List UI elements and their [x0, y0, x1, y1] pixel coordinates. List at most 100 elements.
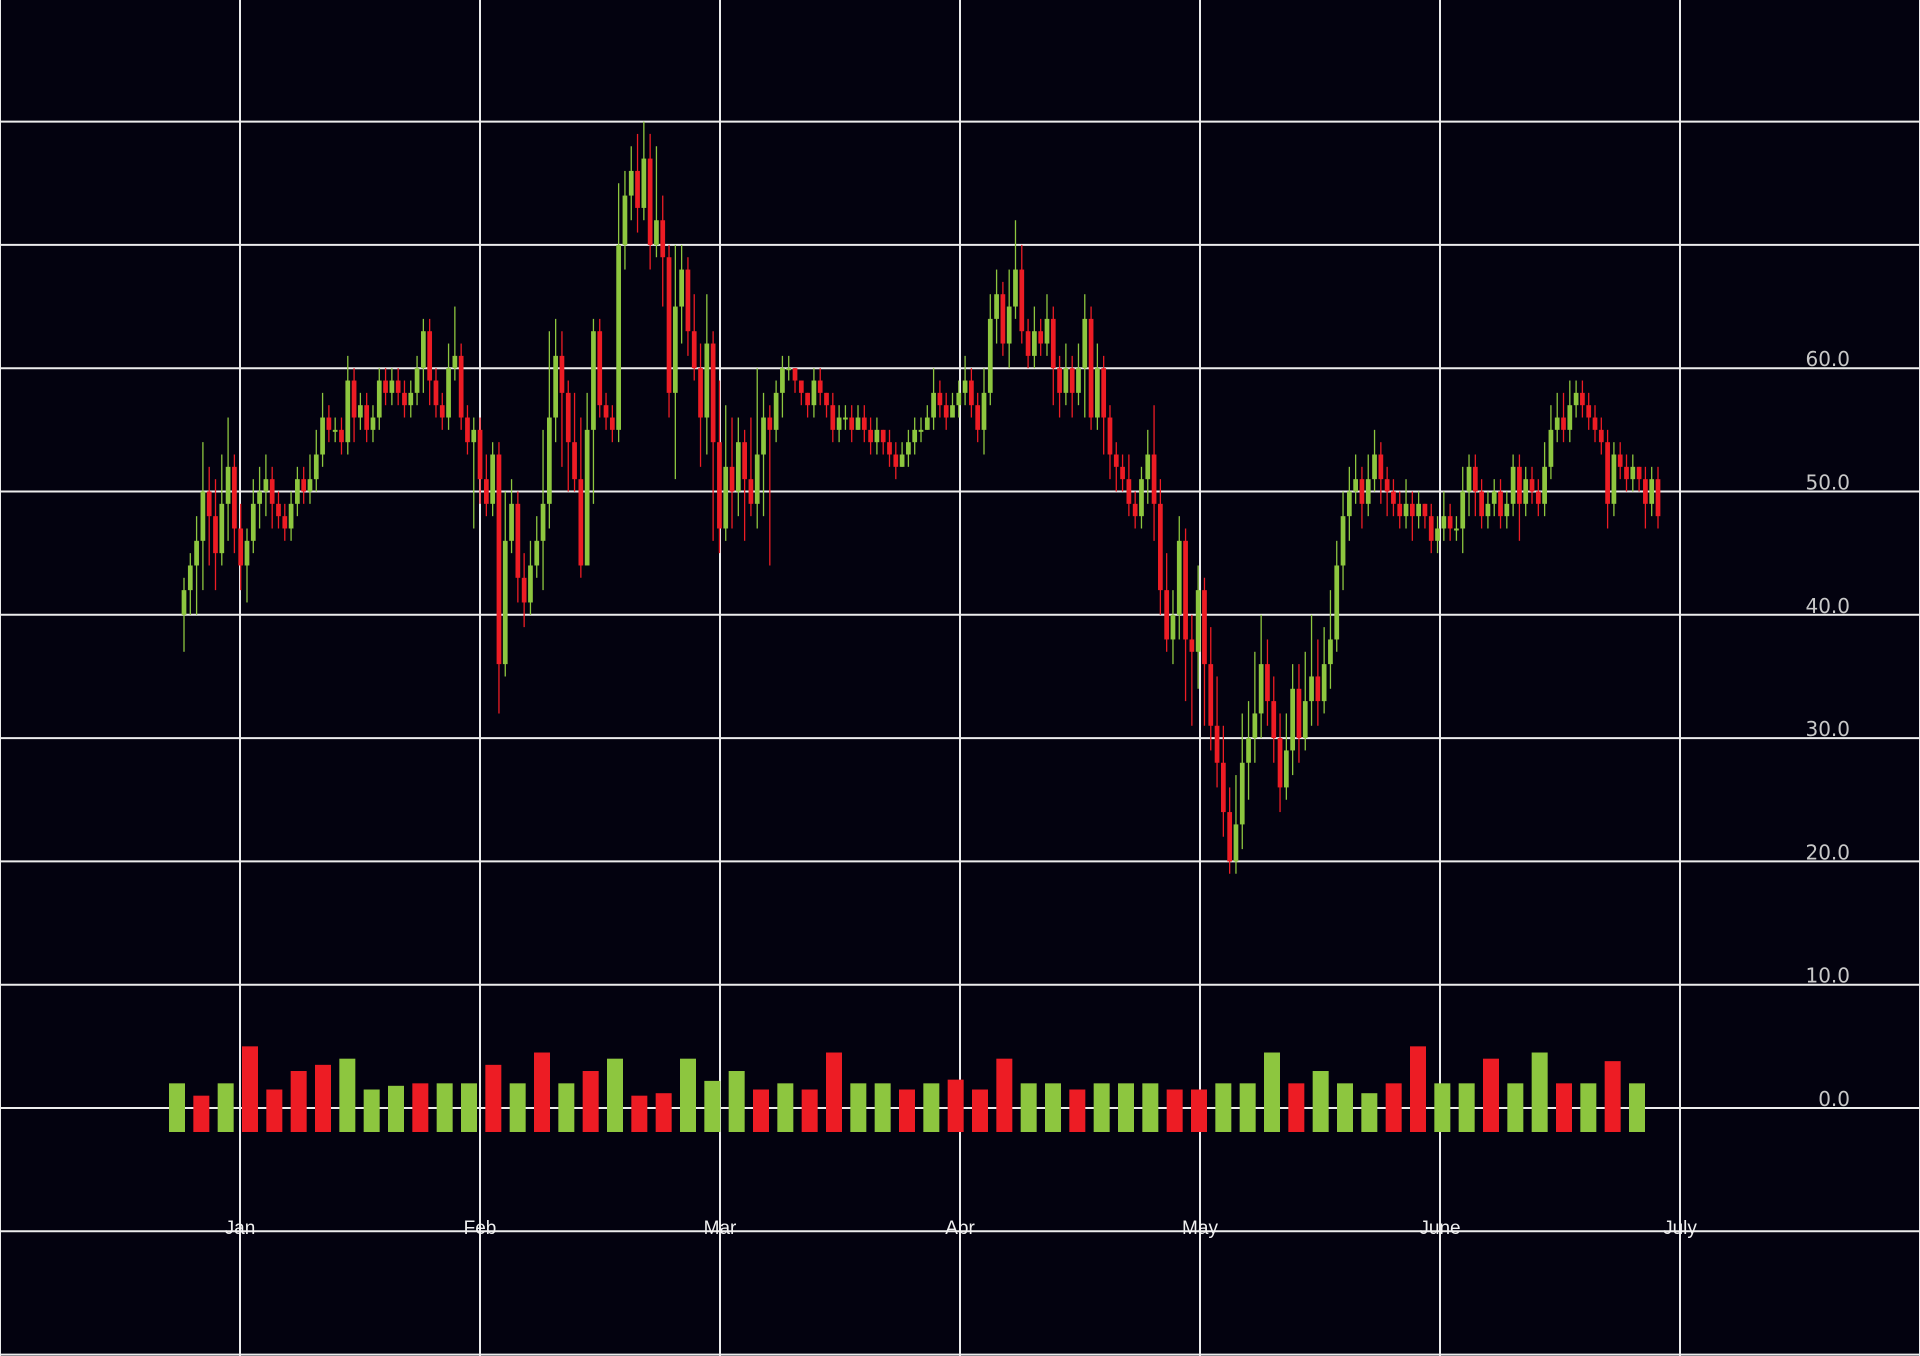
candle	[943, 392, 949, 430]
volume-bar	[363, 1089, 380, 1132]
candle	[408, 380, 414, 418]
candle-body	[238, 528, 244, 566]
candle-body	[1101, 368, 1107, 418]
volume-bar	[461, 1083, 477, 1132]
candle-body	[187, 565, 193, 591]
candles	[181, 121, 1661, 874]
candle	[1032, 306, 1037, 369]
candle-body	[1057, 368, 1062, 393]
candle	[326, 405, 332, 443]
candle	[213, 479, 218, 591]
candle-body	[956, 392, 962, 406]
candle	[1586, 392, 1592, 430]
candle-body	[1315, 676, 1321, 702]
candle-body	[1542, 466, 1547, 504]
y-tick-label: 40.0	[1805, 594, 1850, 618]
candle-body	[565, 392, 571, 443]
candle-body	[515, 503, 521, 578]
candle-body	[792, 368, 798, 381]
candle	[924, 405, 930, 430]
candle	[918, 417, 924, 443]
candle	[1189, 614, 1195, 726]
volume-bar	[582, 1071, 599, 1132]
candle	[704, 294, 710, 455]
candle	[1038, 318, 1044, 356]
volume-bar	[290, 1071, 307, 1132]
volume-bar	[923, 1083, 940, 1132]
candle	[572, 392, 577, 492]
volume-bar	[1312, 1071, 1329, 1132]
candle	[307, 454, 313, 504]
candle	[1258, 614, 1264, 739]
candle-body	[1586, 405, 1592, 418]
candle	[471, 417, 477, 529]
candle	[1246, 701, 1251, 800]
candle	[559, 331, 565, 467]
candle-body	[1025, 331, 1031, 356]
volume-bar	[169, 1083, 185, 1132]
candle-body	[408, 392, 414, 406]
candle-body	[861, 417, 867, 430]
candle	[1158, 479, 1163, 615]
candle-body	[603, 405, 609, 418]
candle-body	[358, 405, 363, 418]
candle	[950, 392, 955, 418]
candle-body	[969, 380, 974, 406]
candle-body	[1517, 466, 1522, 504]
candle	[672, 244, 678, 480]
candle-body	[1655, 479, 1661, 517]
candle	[855, 405, 861, 430]
candle-body	[647, 158, 653, 245]
candle-body	[395, 380, 401, 393]
candle-body	[924, 417, 930, 430]
candle	[597, 318, 603, 418]
candle	[767, 405, 773, 566]
candle	[490, 442, 496, 517]
volume-bar	[996, 1058, 1013, 1132]
candle-body	[1277, 738, 1283, 788]
candle-body	[452, 355, 458, 369]
candle-body	[591, 331, 596, 430]
volume-bar	[874, 1083, 891, 1132]
candle	[269, 466, 275, 529]
volume-bar	[1191, 1089, 1207, 1132]
candle-body	[824, 392, 829, 406]
candle-body	[754, 454, 760, 504]
candle	[805, 392, 810, 418]
candle-body	[1624, 466, 1629, 480]
candle-body	[679, 269, 684, 307]
volume-bar	[777, 1083, 794, 1132]
candle-body	[521, 577, 527, 603]
candle	[1050, 306, 1056, 406]
candle	[641, 121, 647, 221]
candle	[798, 380, 804, 406]
candle	[754, 368, 760, 529]
candle	[773, 380, 779, 443]
candle-body	[483, 479, 489, 504]
candle	[817, 368, 823, 406]
candle-body	[1391, 491, 1396, 504]
candle-body	[729, 466, 735, 492]
candle-body	[1479, 491, 1484, 517]
candle-body	[1170, 614, 1176, 640]
candle	[1479, 479, 1484, 529]
candle-body	[1271, 701, 1277, 739]
candle-body	[1158, 503, 1163, 591]
candle-body	[1164, 590, 1170, 640]
candle	[931, 368, 936, 430]
candle	[257, 466, 262, 529]
candle	[465, 405, 470, 455]
candle-body	[899, 454, 905, 467]
candle-body	[1032, 331, 1037, 356]
candle-body	[1636, 466, 1642, 480]
candle	[1617, 442, 1623, 480]
candle	[969, 368, 974, 418]
candle-body	[767, 417, 773, 430]
candle-body	[855, 417, 861, 430]
candle-body	[1649, 479, 1655, 504]
candle	[836, 405, 842, 443]
candle	[528, 540, 533, 615]
candle	[313, 429, 319, 492]
candle	[1548, 405, 1554, 480]
candle	[1233, 775, 1239, 874]
